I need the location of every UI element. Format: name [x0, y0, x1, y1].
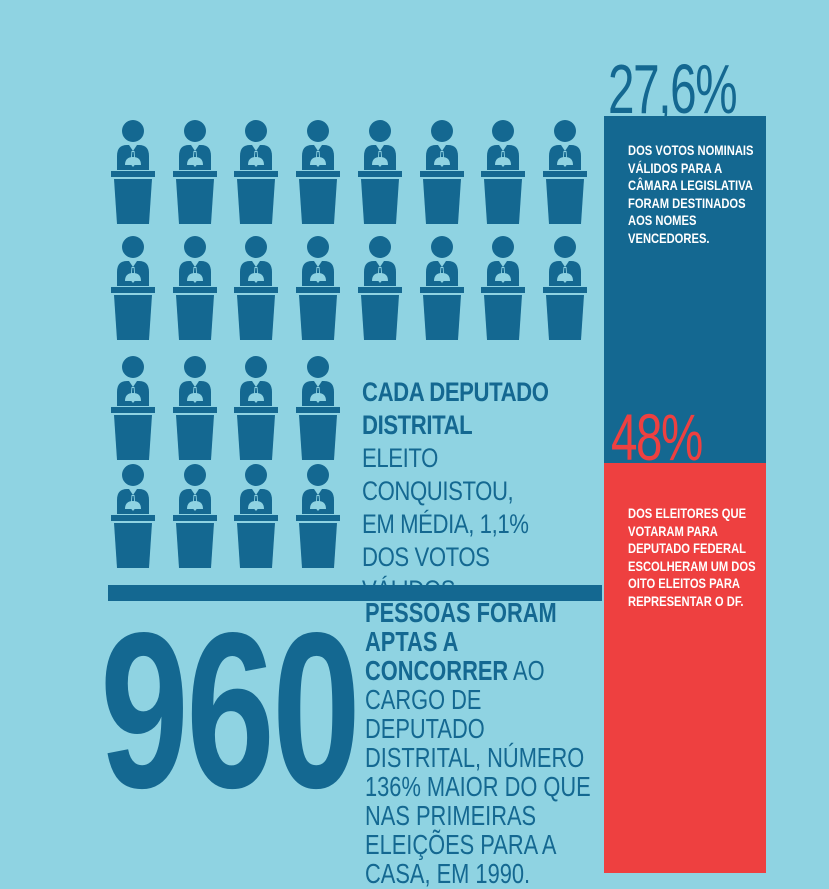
stat-panel-blue — [604, 116, 766, 463]
stat-valid-votes-description: DOS VOTOS NOMINAIS VÁLIDOS PARA A CÂMARA… — [628, 142, 754, 246]
deputies-icon-grid — [108, 118, 588, 578]
person-at-podium-icon — [543, 120, 587, 224]
statement-candidates-strong: PESSOAS FORAM APTAS A CONCORRER — [365, 597, 557, 686]
person-at-podium-icon — [358, 236, 402, 340]
person-at-podium-icon — [296, 120, 340, 224]
statement-deputy-average-rest: ELEITO CONQUISTOU, EM MÉDIA, 1,1% DOS VO… — [362, 443, 529, 605]
statement-deputy-average: CADA DEPUTADO DISTRITAL ELEITO CONQUISTO… — [362, 376, 551, 607]
person-at-podium-icon — [173, 120, 217, 224]
person-at-podium-icon — [420, 120, 464, 224]
person-at-podium-icon — [420, 236, 464, 340]
person-at-podium-icon — [173, 464, 217, 568]
statement-candidates: PESSOAS FORAM APTAS A CONCORRER AO CARGO… — [365, 598, 591, 888]
person-at-podium-icon — [481, 120, 525, 224]
person-at-podium-icon — [111, 356, 155, 460]
candidates-count: 960 — [100, 587, 361, 835]
stat-voters-description: DOS ELEITORES QUE VOTARAM PARA DEPUTADO … — [628, 505, 756, 609]
person-at-podium-icon — [173, 356, 217, 460]
person-at-podium-icon — [234, 356, 278, 460]
stat-valid-votes-value: 27,6% — [608, 50, 738, 128]
person-at-podium-icon — [173, 236, 217, 340]
section-divider — [108, 585, 602, 601]
person-at-podium-icon — [234, 120, 278, 224]
person-at-podium-icon — [543, 236, 587, 340]
person-at-podium-icon — [111, 464, 155, 568]
person-at-podium-icon — [234, 236, 278, 340]
person-at-podium-icon — [111, 120, 155, 224]
person-at-podium-icon — [358, 120, 402, 224]
person-at-podium-icon — [234, 464, 278, 568]
person-at-podium-icon — [296, 356, 340, 460]
stat-voters-value: 48% — [611, 400, 703, 474]
statement-deputy-average-strong: CADA DEPUTADO DISTRITAL — [362, 377, 549, 440]
person-at-podium-icon — [111, 236, 155, 340]
person-at-podium-icon — [296, 236, 340, 340]
statement-candidates-rest: AO CARGO DE DEPUTADO DISTRITAL, NÚMERO 1… — [365, 655, 591, 889]
person-at-podium-icon — [296, 464, 340, 568]
stat-panel-red — [604, 463, 766, 873]
person-at-podium-icon — [481, 236, 525, 340]
